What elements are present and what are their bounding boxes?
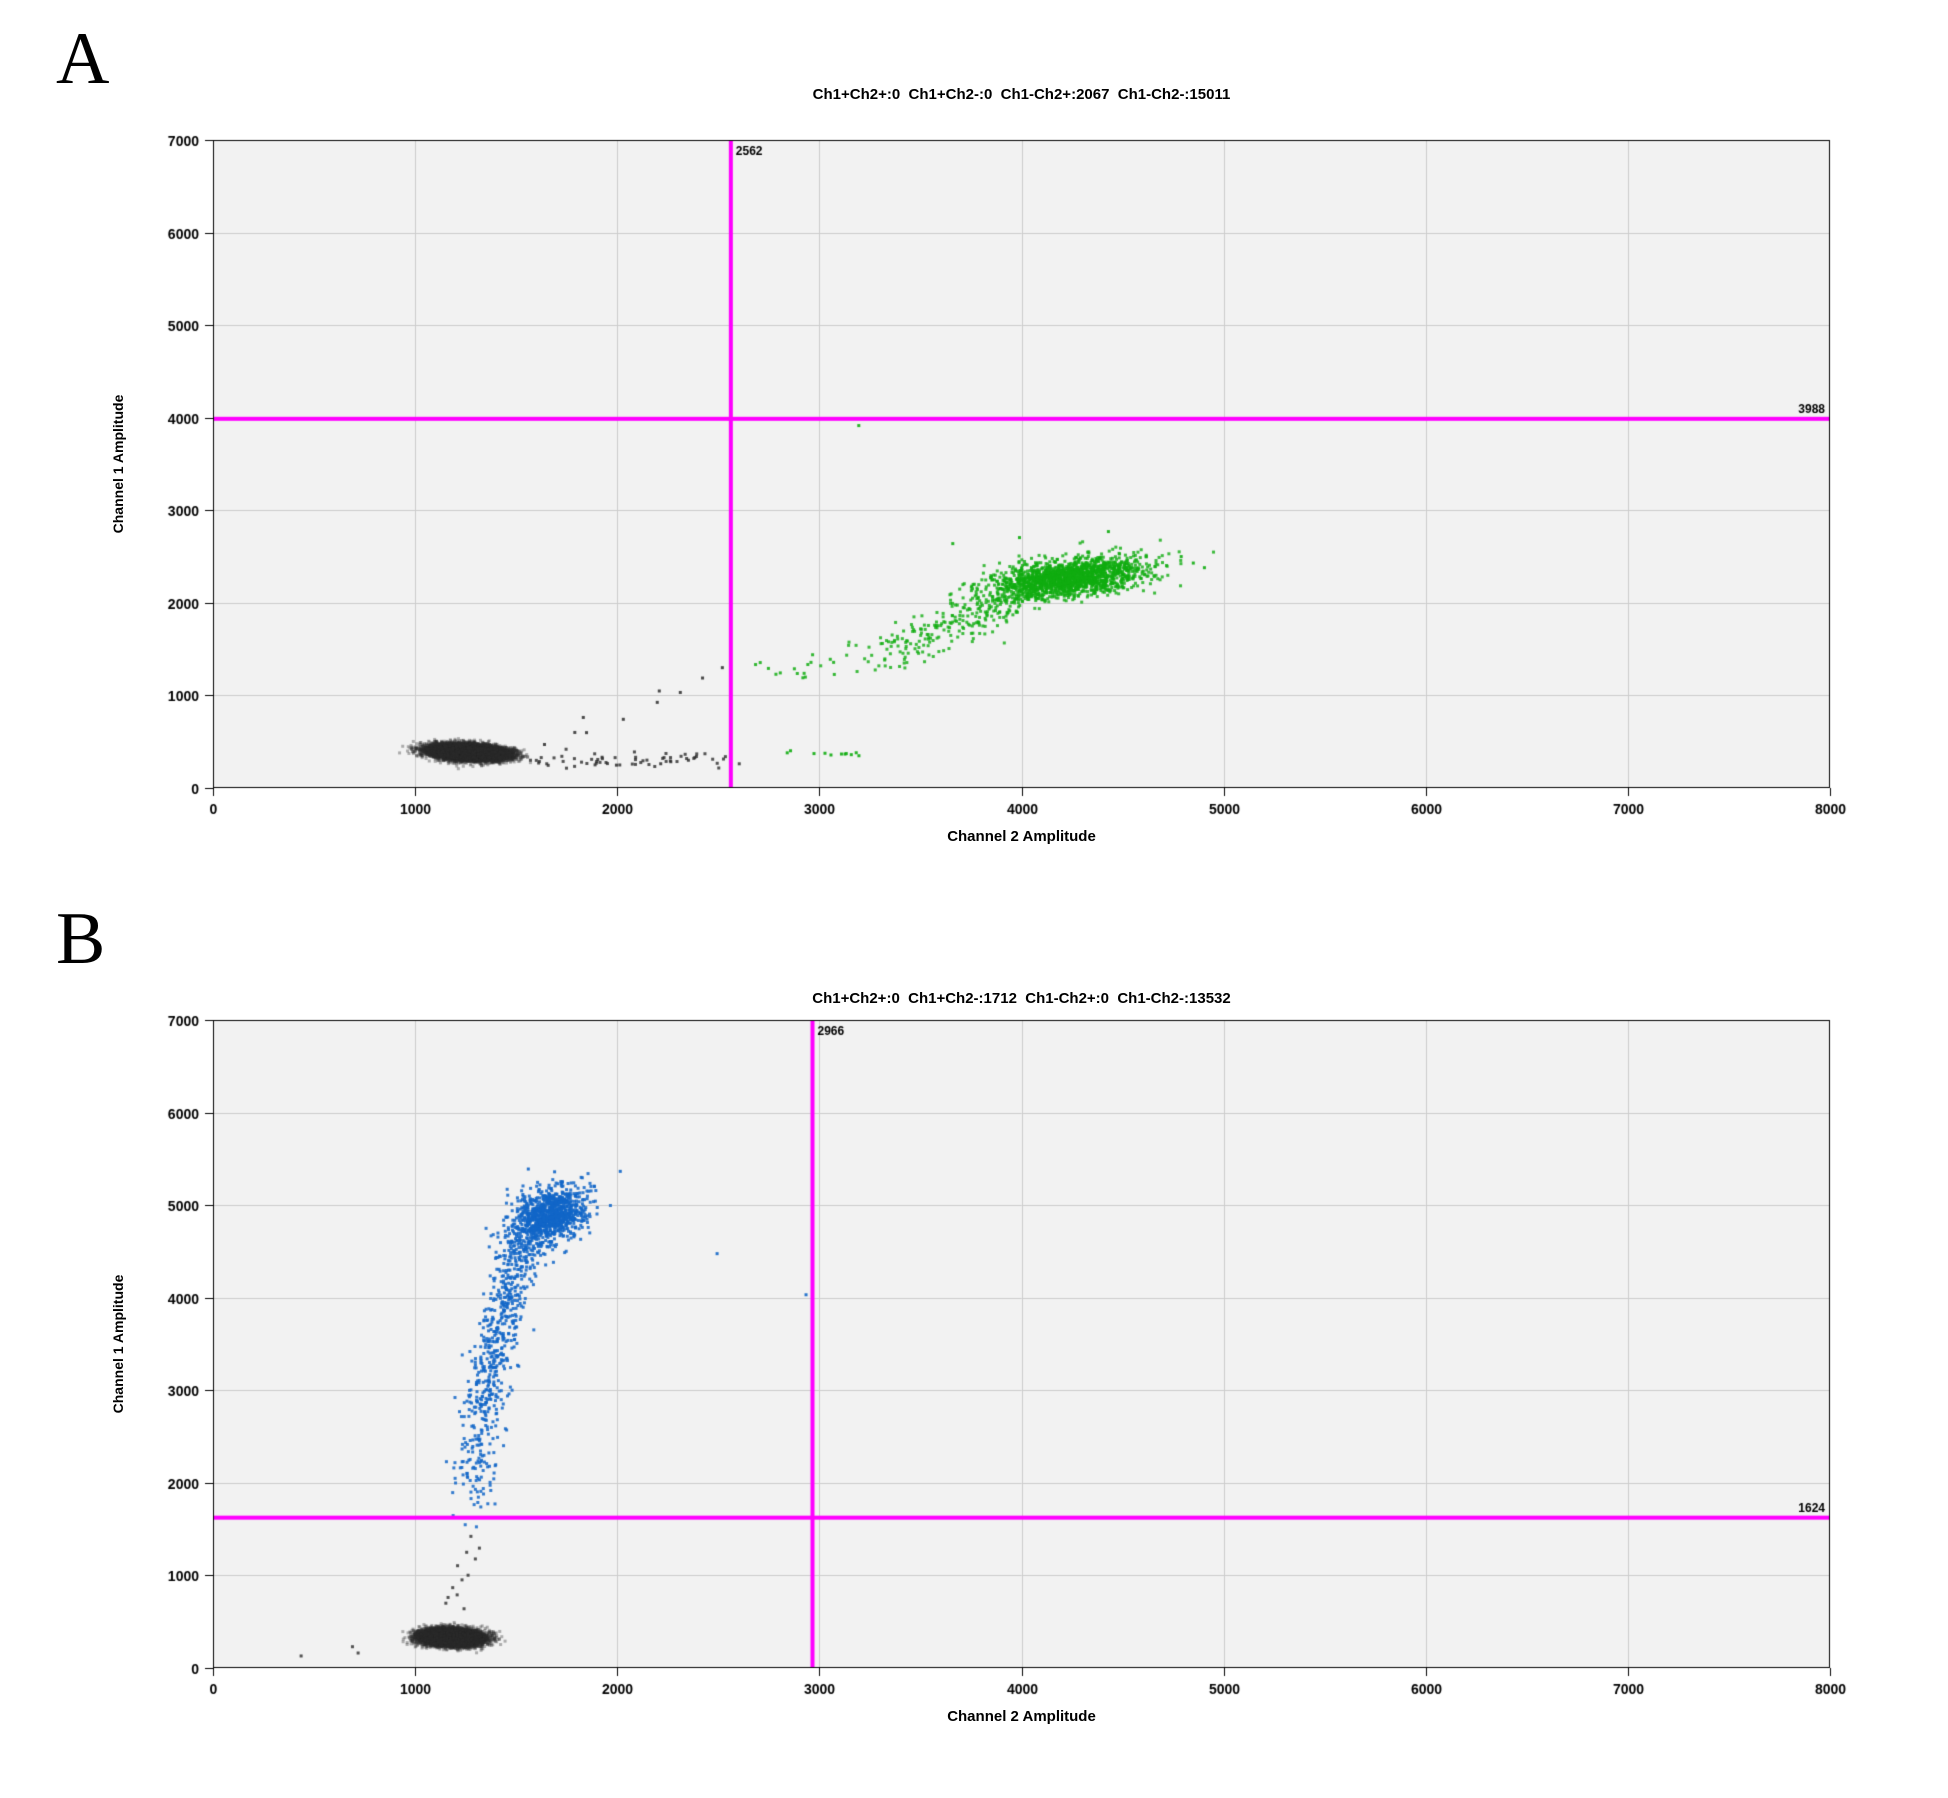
plot-a-x-axis-label: Channel 2 Amplitude bbox=[947, 828, 1096, 845]
scatter-plot-a-canvas bbox=[0, 60, 1948, 870]
plot-b-x-axis-label: Channel 2 Amplitude bbox=[947, 1708, 1096, 1725]
scatter-plot-b-canvas bbox=[0, 940, 1948, 1750]
